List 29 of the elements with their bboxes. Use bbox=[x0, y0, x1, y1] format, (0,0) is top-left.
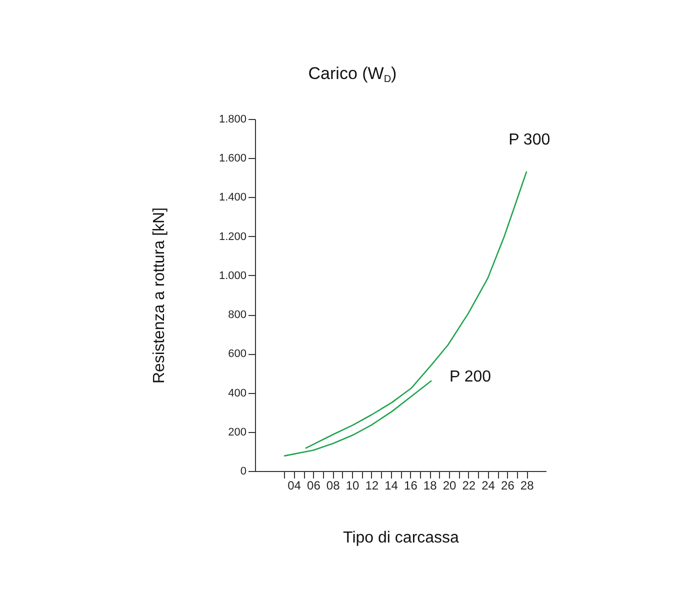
line-series bbox=[283, 380, 432, 457]
x-tick-label: 08 bbox=[326, 478, 340, 492]
x-tick-label: 12 bbox=[365, 478, 379, 492]
y-tick-label: 600 bbox=[228, 348, 246, 360]
x-tick-label: 16 bbox=[404, 478, 418, 492]
y-tick-label: 1.200 bbox=[218, 230, 246, 243]
x-tick-label: 20 bbox=[442, 478, 456, 492]
x-tick-label: 06 bbox=[307, 478, 321, 492]
x-tick-label: 22 bbox=[462, 478, 476, 492]
series-label: P 300 bbox=[508, 131, 550, 148]
x-tick-label: 28 bbox=[520, 478, 534, 492]
y-tick-label: 800 bbox=[228, 309, 246, 322]
y-tick-label: 1.600 bbox=[218, 152, 246, 165]
y-tick-label: 1.000 bbox=[218, 270, 246, 282]
x-tick-label: 10 bbox=[346, 478, 360, 492]
x-tick-label: 26 bbox=[501, 478, 515, 492]
x-axis-title: Tipo di carcassa bbox=[343, 530, 460, 546]
x-tick-label: 14 bbox=[384, 478, 398, 492]
y-tick-label: 400 bbox=[228, 387, 246, 400]
y-tick-label: 0 bbox=[240, 466, 246, 478]
y-tick-label: 1.400 bbox=[218, 192, 246, 204]
y-tick-label: 1.800 bbox=[218, 114, 246, 126]
x-tick-label: 24 bbox=[482, 478, 496, 492]
x-tick-label: 04 bbox=[288, 478, 302, 492]
y-tick-label: 200 bbox=[228, 426, 246, 438]
series-label: P 200 bbox=[450, 368, 492, 386]
y-axis-title: Resistenza a rottura [kN] bbox=[150, 207, 168, 384]
x-tick-label: 18 bbox=[423, 478, 438, 492]
line-series bbox=[304, 170, 528, 449]
